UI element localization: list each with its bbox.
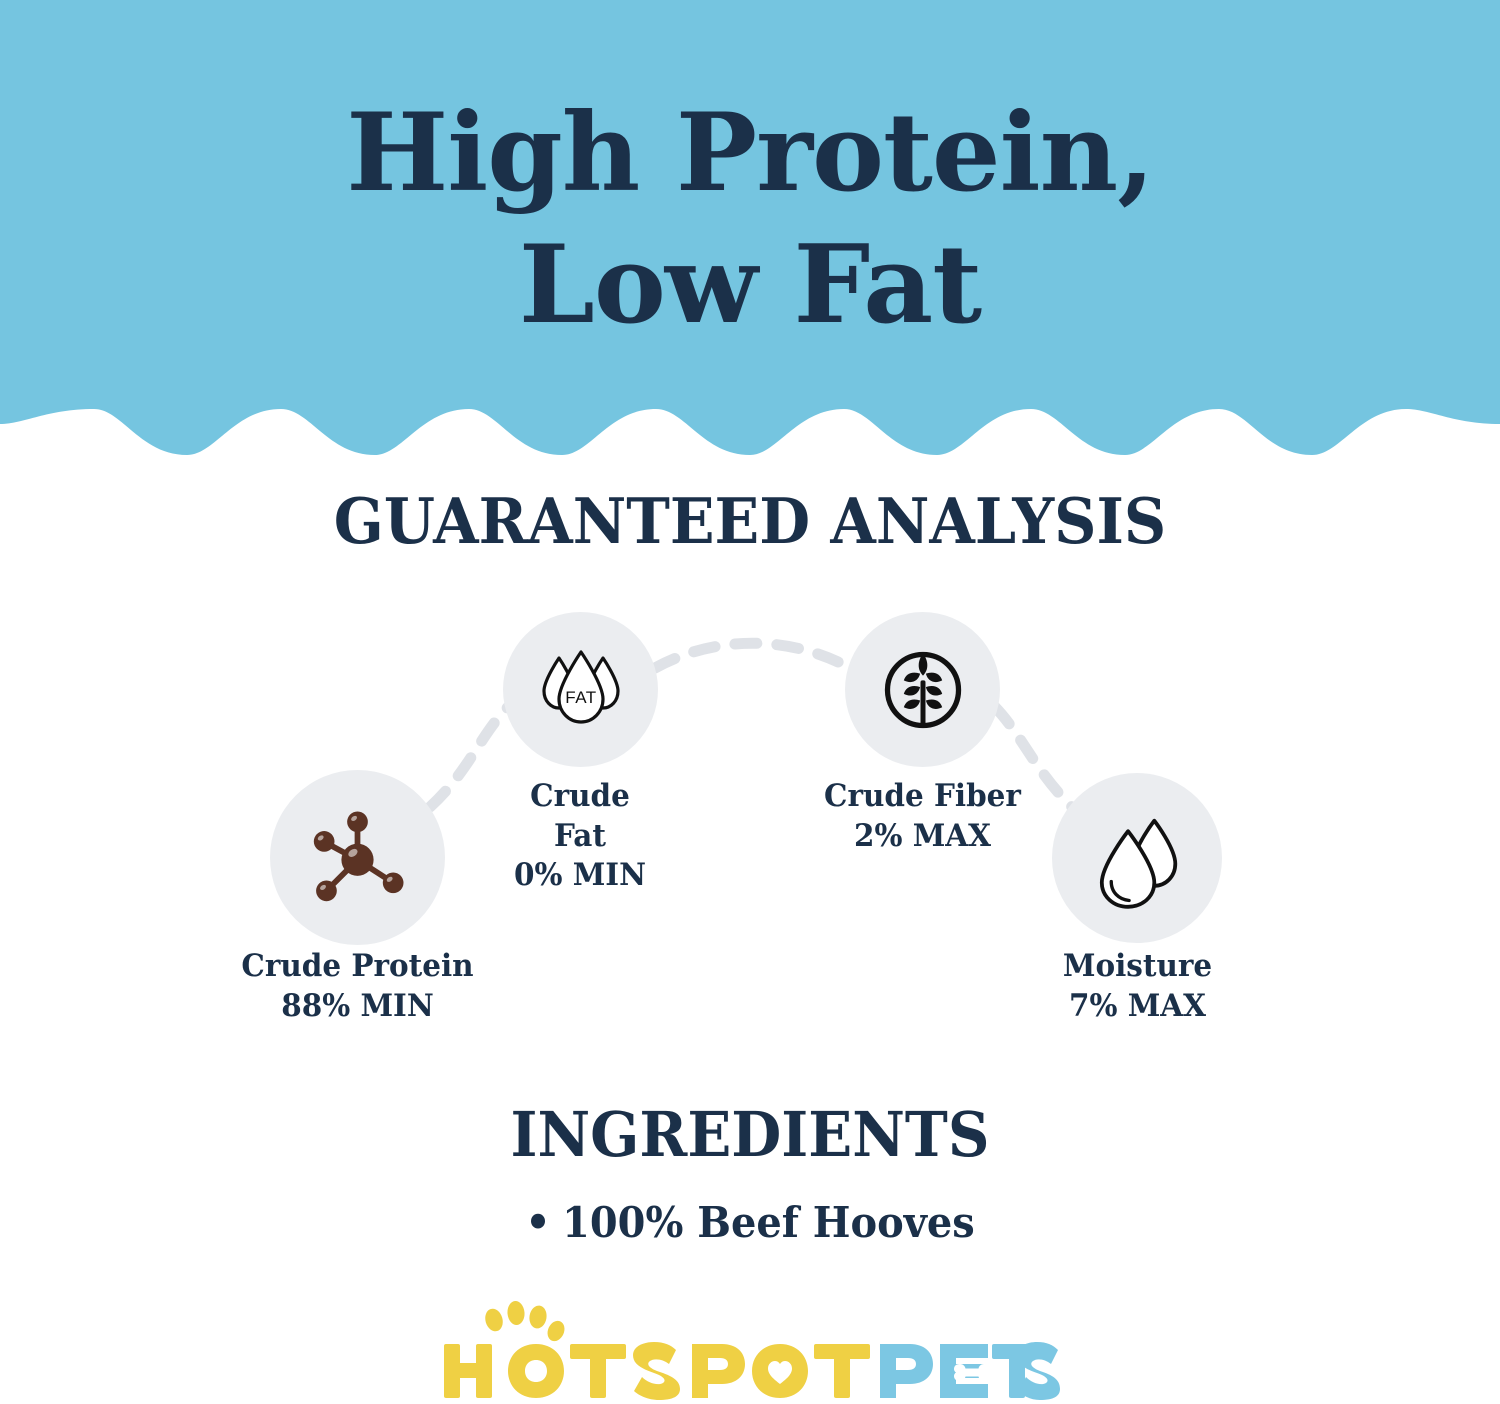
ingredient-text: 100% Beef Hooves — [562, 1198, 975, 1247]
fat-droplets-icon: FAT — [541, 649, 620, 724]
page-title-line-2: Low Fat — [518, 221, 982, 348]
connector-protein-fat — [424, 701, 514, 813]
brand-logo[interactable] — [0, 1300, 1500, 1404]
guaranteed-analysis-heading: GUARANTEED ANALYSIS — [333, 484, 1167, 558]
analysis-bubble-fiber — [845, 612, 1000, 767]
ingredients-list: • 100% Beef Hooves — [0, 1196, 1500, 1251]
page-title: High Protein, Low Fat — [0, 88, 1500, 352]
connector-fiber-moisture — [989, 701, 1078, 813]
header-banner: High Protein, Low Fat — [0, 0, 1500, 470]
connector-fat-fiber — [649, 637, 856, 674]
bone-icon — [954, 1364, 990, 1381]
page-title-line-1: High Protein, — [346, 90, 1155, 216]
water-droplets-icon — [1099, 818, 1177, 909]
paw-print-icon — [485, 1301, 565, 1342]
analysis-caption-moisture: Moisture 7% MAX — [1062, 948, 1213, 1024]
wheat-grain-icon — [884, 651, 961, 728]
list-item: • 100% Beef Hooves — [38, 1196, 1463, 1251]
connector-lines — [424, 637, 1078, 813]
ingredients-heading: INGREDIENTS — [510, 1098, 990, 1171]
molecule-icon — [313, 811, 404, 902]
logo-word-hotspot — [444, 1342, 870, 1400]
guaranteed-analysis-diagram: Crude Protein 88% MIN FAT Crude Fat 0% M… — [0, 595, 1500, 1050]
heart-icon — [752, 1344, 808, 1398]
analysis-caption-fiber: Crude Fiber 2% MAX — [824, 778, 1021, 854]
hotspotpets-logo — [444, 1301, 1060, 1400]
analysis-caption-fat: Crude Fat 0% MIN — [513, 778, 647, 894]
analysis-bubble-moisture — [1052, 773, 1222, 943]
analysis-caption-protein: Crude Protein 88% MIN — [241, 948, 474, 1024]
bullet-icon: • — [525, 1198, 551, 1247]
logo-word-pets — [880, 1342, 1060, 1400]
header-wave-background — [0, 0, 1500, 455]
fat-icon-label: FAT — [565, 688, 596, 707]
analysis-bubble-fat: FAT — [503, 612, 658, 767]
analysis-bubble-protein — [270, 770, 445, 945]
